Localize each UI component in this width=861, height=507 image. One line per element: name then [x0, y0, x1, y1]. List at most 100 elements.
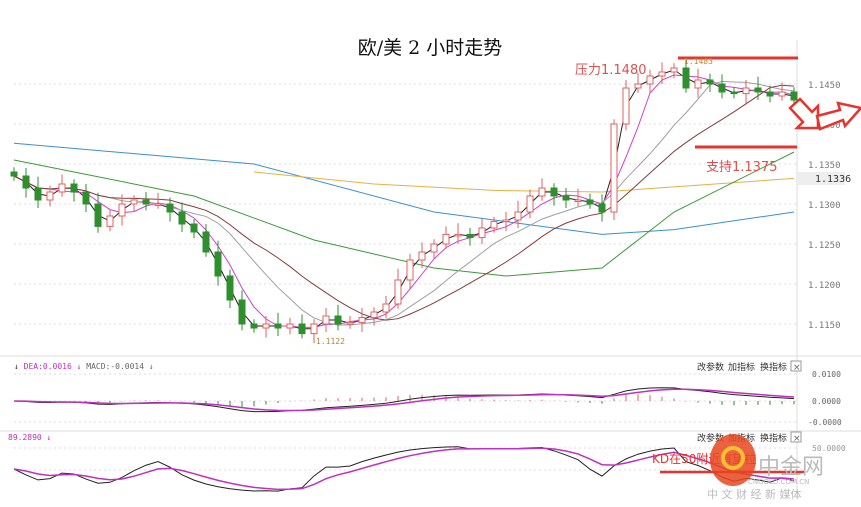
candle-body: [766, 91, 774, 97]
candle-body: [418, 251, 426, 261]
candle-body: [274, 323, 282, 329]
candle-body: [94, 203, 102, 227]
candle-body: [262, 323, 270, 329]
candle-body: [286, 323, 294, 329]
swap-indicator-button[interactable]: 换指标: [760, 432, 787, 444]
candle-body: [466, 233, 474, 239]
candle-body: [346, 321, 354, 325]
candles: [10, 60, 798, 344]
candle-body: [634, 83, 642, 89]
y-tick-label: 1.1250: [808, 241, 841, 251]
candle-body: [334, 315, 342, 325]
candle-body: [442, 233, 450, 245]
candle-body: [298, 323, 306, 335]
candle-body: [118, 203, 126, 217]
candle-body: [46, 191, 54, 201]
candle-body: [358, 317, 366, 323]
resistance-label: 压力1.1480: [575, 63, 647, 78]
macd-dif-line: [13, 387, 795, 413]
close-panel-button[interactable]: [790, 360, 802, 372]
arrow-right-icon: [815, 101, 861, 131]
candle-body: [478, 227, 486, 239]
candle-body: [706, 79, 714, 85]
candle-body: [10, 171, 18, 177]
candle-body: [718, 83, 726, 93]
candle-body: [382, 303, 390, 313]
candle-body: [202, 231, 210, 253]
candle-body: [394, 279, 402, 305]
edit-params-button[interactable]: 改参数: [697, 432, 724, 444]
macd-tick: 0.0000: [812, 397, 841, 406]
watermark-slogan: 中 文 财 经 新 媒体: [707, 487, 801, 501]
candle-body: [58, 183, 66, 193]
candle-body: [430, 243, 438, 253]
watermark-brand: 中金网: [758, 455, 824, 480]
current-price-box: [797, 172, 845, 185]
candle-body: [562, 195, 570, 201]
candle-body: [250, 323, 258, 329]
ma-line: [13, 84, 795, 321]
candle-body: [454, 233, 462, 237]
y-tick-label: 1.1200: [808, 281, 841, 291]
candle-body: [190, 223, 198, 233]
candle-body: [370, 311, 378, 319]
macd-legend: ↓ DEA:0.0016 ↓ MACD:-0.0014 ↓: [14, 362, 154, 371]
candle-body: [670, 67, 678, 73]
logo-emblem: [710, 434, 756, 486]
candle-body: [22, 175, 30, 189]
ma-line: [13, 74, 795, 328]
macd-tick: 0.0100: [812, 370, 841, 379]
candle-body: [622, 87, 630, 125]
candle-body: [730, 91, 738, 95]
candle-body: [70, 183, 78, 193]
ma-line-yellow: [253, 171, 795, 193]
candle-body: [142, 199, 150, 205]
close-icon: ×: [793, 363, 801, 373]
candle-body: [238, 299, 246, 325]
kd-d-line: [13, 447, 795, 491]
candle-body: [130, 199, 138, 205]
candle-body: [742, 87, 750, 95]
close-panel-button[interactable]: [790, 431, 802, 443]
candle-body: [550, 187, 558, 197]
long-moving-averages: [13, 142, 795, 277]
high-price-label: 1.1483: [684, 57, 713, 66]
candle-body: [586, 199, 594, 205]
candle-body: [34, 187, 42, 201]
candle-body: [682, 67, 690, 89]
watermark-domain: CNGOLD.COM.CN: [748, 478, 809, 486]
candle-body: [694, 79, 702, 89]
candle-body: [178, 211, 186, 225]
candle-body: [310, 323, 318, 335]
candle-body: [790, 91, 798, 101]
candle-body: [514, 211, 522, 221]
macd-panel: [13, 387, 795, 413]
swap-indicator-button[interactable]: 换指标: [760, 361, 787, 373]
kd-k-line: [13, 446, 795, 492]
candle-body: [754, 87, 762, 93]
y-tick-label: 1.1150: [808, 321, 841, 331]
macd-toolbar: 改参数 加指标 换指标 ×: [697, 360, 802, 373]
ma-line-green: [13, 151, 795, 277]
candle-body: [610, 123, 618, 213]
candle-body: [658, 71, 666, 77]
candle-body: [406, 259, 414, 281]
candle-body: [574, 199, 582, 202]
ma-line: [13, 69, 795, 330]
candle-body: [226, 275, 234, 301]
short-moving-averages: [13, 69, 795, 330]
support-label: 支持1.1375: [706, 160, 778, 175]
candle-body: [322, 315, 330, 325]
y-tick-label: 1.1350: [808, 161, 841, 171]
candle-body: [598, 203, 606, 213]
candle-body: [646, 75, 654, 85]
watermark-logo: 中金网 CNGOLD.COM.CN 中 文 财 经 新 媒体: [707, 434, 824, 501]
macd-dea-line: [13, 388, 795, 412]
candle-body: [82, 191, 90, 205]
add-indicator-button[interactable]: 加指标: [728, 361, 755, 373]
candle-body: [490, 221, 498, 229]
edit-params-button[interactable]: 改参数: [697, 361, 724, 373]
current-price: 1.1336: [815, 174, 851, 185]
